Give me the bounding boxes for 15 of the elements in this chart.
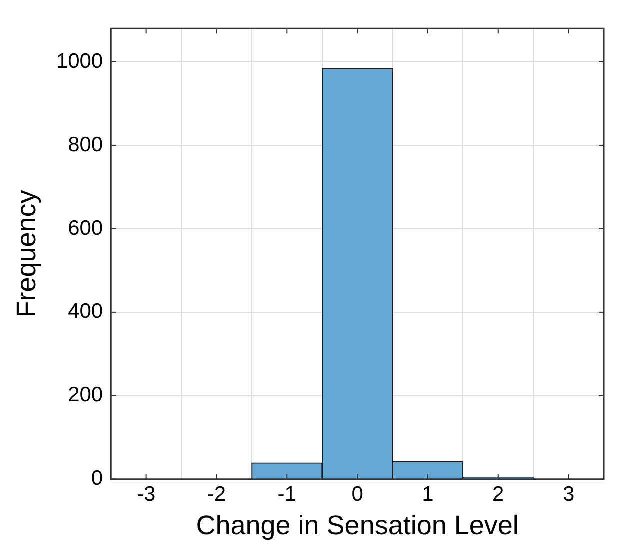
x-axis-title: Change in Sensation Level	[196, 510, 519, 540]
y-tick-label: 1000	[56, 50, 104, 73]
y-tick-label: 0	[91, 467, 104, 490]
x-tick-label: -2	[207, 482, 226, 506]
x-tick-label: 2	[492, 482, 504, 506]
y-tick-label: 200	[68, 384, 104, 407]
x-tick-label: 3	[562, 482, 575, 506]
x-tick-label: 1	[422, 482, 434, 506]
x-tick-label: 0	[352, 482, 364, 506]
y-tick-label: 800	[68, 133, 104, 156]
x-tick-label: -1	[278, 482, 296, 506]
y-axis-title: Frequency	[12, 190, 42, 318]
x-tick-label: -3	[136, 482, 156, 506]
y-tick-label: 600	[68, 216, 104, 240]
y-tick-label: 400	[68, 300, 104, 324]
